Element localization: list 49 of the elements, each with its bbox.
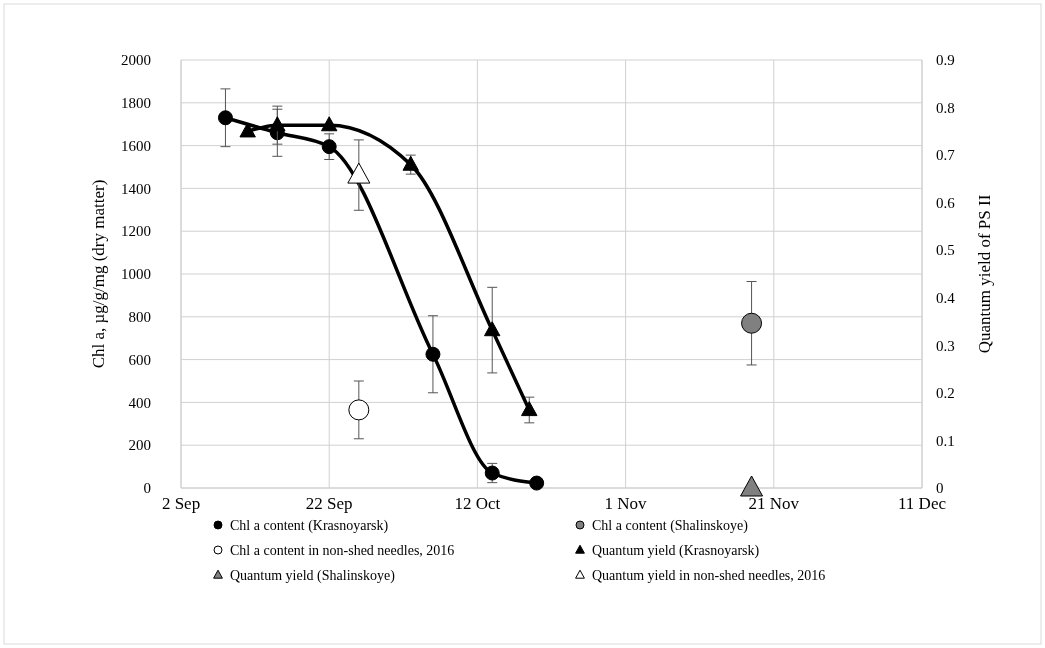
y-tick-label: 600 [128,351,151,368]
legend-label: Quantum yield in non-shed needles, 2016 [592,568,826,583]
x-tick-label: 2 Sep [161,494,201,513]
point [321,116,338,132]
y-tick-label: 1200 [121,223,151,240]
point [321,139,337,155]
y2-tick-label: 0.2 [936,385,955,402]
point [348,399,370,421]
y-tick-label: 1400 [121,180,151,197]
y2-tick-label: 0.3 [936,337,955,354]
y-tick-label: 800 [128,309,151,326]
y-tick-label: 0 [143,480,151,497]
y-axis-title: Chl a, µg/g/mg (dry matter) [89,179,108,369]
point [484,321,501,337]
y2-tick-label: 0.7 [936,147,956,164]
y2-tick-label: 0.9 [936,52,955,69]
point [425,346,441,362]
point [217,110,233,126]
y-tick-label: 400 [128,394,151,411]
y-tick-label: 200 [128,437,151,454]
point [740,475,764,497]
x-tick-label: 22 Sep [305,494,353,513]
y2-tick-label: 0.5 [936,242,955,259]
y2-tick-label: 0.6 [936,194,956,211]
point [269,116,286,132]
x-tick-label: 21 Nov [748,494,800,513]
legend-label: Chl a content in non-shed needles, 2016 [230,543,455,558]
point [347,162,371,184]
y2-tick-label: 0.4 [936,290,956,307]
y-tick-label: 1800 [121,95,151,112]
y-tick-label: 1600 [121,137,151,154]
x-tick-label: 11 Dec [898,494,947,513]
y2-axis-title: Quantum yield of PS II [975,194,994,354]
point [741,312,763,334]
y-tick-label: 1000 [121,266,151,283]
legend-label: Chl a content (Shalinskoye) [592,518,749,534]
x-tick-label: 12 Oct [454,494,501,513]
point [402,155,419,171]
y2-tick-label: 0.1 [936,432,955,449]
y2-tick-label: 0.8 [936,99,955,116]
point [529,475,545,491]
point [239,122,256,138]
x-tick-label: 1 Nov [604,494,648,513]
y-tick-label: 2000 [121,52,151,69]
legend-label: Quantum yield (Krasnoyarsk) [592,543,760,559]
legend-label: Quantum yield (Shalinskoye) [230,568,396,584]
point [521,401,538,417]
y2-tick-label: 0 [936,480,944,497]
legend-label: Chl a content (Krasnoyarsk) [230,518,389,534]
